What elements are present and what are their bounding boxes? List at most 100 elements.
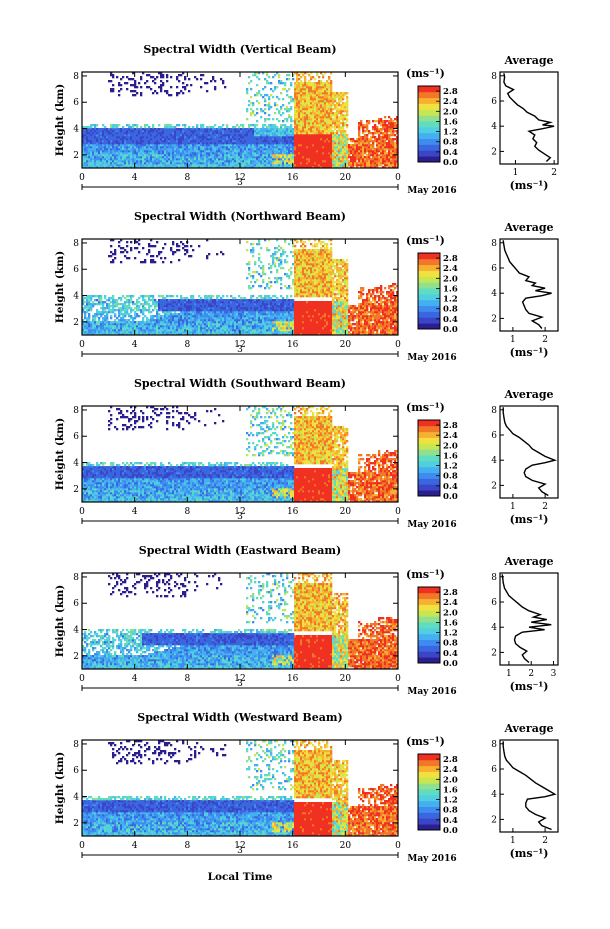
heatmap-cell <box>362 142 365 145</box>
heatmap-cell <box>380 152 383 155</box>
heatmap-cell <box>312 142 315 145</box>
heatmap-cell <box>194 166 197 169</box>
heatmap-cell <box>332 112 335 115</box>
heatmap-cell <box>98 158 101 161</box>
heatmap-cell <box>368 122 371 125</box>
heatmap-cell <box>110 126 113 129</box>
heatmap-cell <box>188 144 191 147</box>
heatmap-cell <box>188 132 191 135</box>
heatmap-cell <box>368 132 371 135</box>
heatmap-cell <box>374 138 377 141</box>
heatmap-cell <box>88 166 91 169</box>
heatmap-cell <box>284 148 287 151</box>
heatmap-cell <box>198 154 201 157</box>
heatmap-cell <box>320 96 323 99</box>
heatmap-cell <box>102 301 105 304</box>
heatmap-cell <box>346 100 349 103</box>
heatmap-cell <box>282 144 285 147</box>
heatmap-cell <box>352 146 355 149</box>
heatmap-cell <box>346 136 349 139</box>
heatmap-cell <box>296 164 299 167</box>
heatmap-cell <box>370 146 373 149</box>
heatmap-cell <box>342 92 345 95</box>
heatmap-cell <box>132 84 135 87</box>
heatmap-cell <box>358 164 361 167</box>
heatmap-cell <box>152 154 155 157</box>
heatmap-cell <box>114 329 117 332</box>
heatmap-cell <box>142 321 145 324</box>
heatmap-cell <box>164 128 167 131</box>
heatmap-cell <box>112 329 115 332</box>
colorbar-swatch <box>418 115 440 122</box>
heatmap-cell <box>132 162 135 165</box>
heatmap-cell <box>194 148 197 151</box>
heatmap-cell <box>126 138 129 141</box>
heatmap-cell <box>168 313 171 316</box>
heatmap-cell <box>296 124 299 127</box>
heatmap-cell <box>102 323 105 326</box>
heatmap-cell <box>338 96 341 99</box>
heatmap-cell <box>278 110 281 113</box>
heatmap-cell <box>90 299 93 302</box>
heatmap-cell <box>366 130 369 133</box>
heatmap-cell <box>112 323 115 326</box>
heatmap-cell <box>140 311 143 314</box>
heatmap-cell <box>140 261 143 264</box>
heatmap-cell <box>226 126 229 129</box>
heatmap-cell <box>144 148 147 151</box>
heatmap-cell <box>132 130 135 133</box>
heatmap-cell <box>236 160 239 163</box>
heatmap-cell <box>252 134 255 137</box>
heatmap-cell <box>112 144 115 147</box>
heatmap-cell <box>146 156 149 159</box>
heatmap-cell <box>118 241 121 244</box>
heatmap-cell <box>204 162 207 165</box>
heatmap-cell <box>322 138 325 141</box>
heatmap-cell <box>116 152 119 155</box>
heatmap-cell <box>388 154 391 157</box>
heatmap-cell <box>396 138 399 141</box>
heatmap-cell <box>334 128 337 131</box>
heatmap-cell <box>304 118 307 121</box>
heatmap-cell <box>252 142 255 145</box>
heatmap-cell <box>294 126 297 129</box>
heatmap-cell <box>290 152 293 155</box>
heatmap-cell <box>118 134 121 137</box>
heatmap-cell <box>322 108 325 111</box>
heatmap-cell <box>270 148 273 151</box>
heatmap-cell <box>86 152 89 155</box>
heatmap-cell <box>372 132 375 135</box>
heatmap-cell <box>238 164 241 167</box>
heatmap-cell <box>204 154 207 157</box>
heatmap-cell <box>338 118 341 121</box>
heatmap-cell <box>318 142 321 145</box>
heatmap-cell <box>318 106 321 109</box>
heatmap-cell <box>126 311 129 314</box>
heatmap-cell <box>112 259 115 262</box>
heatmap-cell <box>196 152 199 155</box>
heatmap-cell <box>132 132 135 135</box>
heatmap-cell <box>212 142 215 145</box>
heatmap-cell <box>92 124 95 127</box>
heatmap-cell <box>320 108 323 111</box>
heatmap-cell <box>262 148 265 151</box>
heatmap-cell <box>184 160 187 163</box>
heatmap-cell <box>232 132 235 135</box>
heatmap-cell <box>88 331 91 334</box>
heatmap-cell <box>90 297 93 300</box>
heatmap-cell <box>236 138 239 141</box>
heatmap-cell <box>214 156 217 159</box>
heatmap-cell <box>94 327 97 330</box>
heatmap-cell <box>112 297 115 300</box>
heatmap-cell <box>304 116 307 119</box>
heatmap-cell <box>142 305 145 308</box>
heatmap-cell <box>150 317 153 320</box>
heatmap-cell <box>296 144 299 147</box>
heatmap-cell <box>124 329 127 332</box>
heatmap-cell <box>294 96 297 99</box>
heatmap-cell <box>190 138 193 141</box>
heatmap-cell <box>290 132 293 135</box>
heatmap-cell <box>240 164 243 167</box>
heatmap-cell <box>130 156 133 159</box>
heatmap-cell <box>124 333 127 336</box>
